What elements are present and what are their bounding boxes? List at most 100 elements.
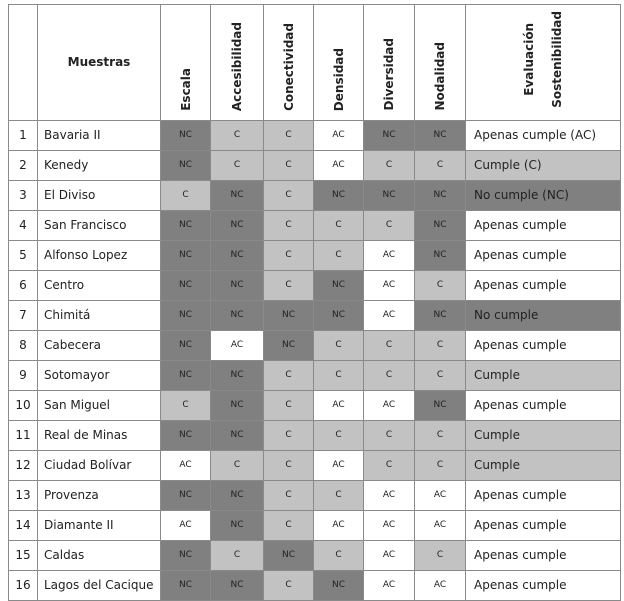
criterion-label: Diversidad	[382, 38, 396, 111]
score-cell: NC	[263, 539, 314, 571]
score-cell: AC	[363, 569, 415, 601]
row-number: 14	[8, 509, 38, 541]
score-cell: AC	[363, 239, 415, 271]
score-cell: AC	[363, 509, 415, 541]
table-row: 5 Alfonso Lopez NC NC C C AC NC Apenas cumple	[8, 239, 621, 271]
row-number: 4	[8, 209, 38, 241]
table-row: 8 Cabecera NC AC NC C C C Apenas cumple	[8, 329, 621, 361]
score-cell: C	[263, 389, 314, 421]
table-row: 16 Lagos del Cacique NC NC C NC AC AC Apenas cum…	[8, 569, 621, 601]
score-cell: AC	[363, 479, 415, 511]
score-cell: NC	[210, 209, 264, 241]
score-cell: AC	[414, 479, 466, 511]
score-cell: AC	[363, 389, 415, 421]
score-cell: C	[363, 359, 415, 391]
score-cell: C	[160, 389, 211, 421]
table-row: 15 Caldas NC C NC C AC C Apenas cumple	[8, 539, 621, 571]
criterion-header: Accesibilidad	[210, 4, 264, 121]
sample-name: Provenza	[37, 479, 161, 511]
score-cell: C	[414, 359, 466, 391]
evaluation-cell: No cumple	[465, 299, 621, 331]
table-row: 9 Sotomayor NC NC C C C C Cumple	[8, 359, 621, 391]
score-cell: NC	[210, 269, 264, 301]
score-cell: C	[263, 569, 314, 601]
score-cell: NC	[210, 239, 264, 271]
score-cell: NC	[263, 299, 314, 331]
evaluation-header: Evaluación Sostenibilidad	[465, 4, 621, 121]
table-row: 4 San Francisco NC NC C C C NC Apenas cumple	[8, 209, 621, 241]
score-cell: C	[414, 419, 466, 451]
score-cell: AC	[313, 509, 364, 541]
table-row: 7 Chimitá NC NC NC NC AC NC No cumple	[8, 299, 621, 331]
score-cell: AC	[414, 569, 466, 601]
evaluation-cell: Apenas cumple	[465, 539, 621, 571]
score-cell: NC	[414, 389, 466, 421]
sample-name: Caldas	[37, 539, 161, 571]
score-cell: C	[414, 149, 466, 181]
score-cell: NC	[414, 209, 466, 241]
score-cell: C	[313, 419, 364, 451]
score-cell: NC	[363, 119, 415, 151]
score-cell: NC	[160, 149, 211, 181]
criterion-header: Densidad	[313, 4, 364, 121]
score-cell: C	[363, 329, 415, 361]
row-number: 3	[8, 179, 38, 211]
score-cell: NC	[210, 419, 264, 451]
row-number: 6	[8, 269, 38, 301]
score-cell: C	[313, 359, 364, 391]
score-cell: C	[414, 449, 466, 481]
score-cell: C	[363, 209, 415, 241]
sample-name: Real de Minas	[37, 419, 161, 451]
header-row: Muestras Escala Accesibilidad Conectividad…	[8, 4, 621, 121]
row-number: 1	[8, 119, 38, 151]
evaluation-cell: Apenas cumple	[465, 239, 621, 271]
score-cell: C	[313, 539, 364, 571]
score-cell: AC	[210, 329, 264, 361]
row-number: 11	[8, 419, 38, 451]
evaluation-cell: Cumple	[465, 449, 621, 481]
evaluation-cell: Apenas cumple	[465, 569, 621, 601]
evaluation-cell: No cumple (NC)	[465, 179, 621, 211]
table-row: 12 Ciudad Bolívar AC C C AC C C Cumple	[8, 449, 621, 481]
table-row: 6 Centro NC NC C NC AC C Apenas cumple	[8, 269, 621, 301]
score-cell: C	[363, 449, 415, 481]
criterion-header: Escala	[160, 4, 211, 121]
score-cell: C	[263, 269, 314, 301]
score-cell: NC	[160, 569, 211, 601]
criterion-label: Accesibilidad	[230, 21, 244, 111]
table-row: 11 Real de Minas NC NC C C C C Cumple	[8, 419, 621, 451]
score-cell: NC	[363, 179, 415, 211]
score-cell: NC	[414, 239, 466, 271]
score-cell: NC	[210, 479, 264, 511]
criterion-header: Conectividad	[263, 4, 314, 121]
evaluation-cell: Apenas cumple	[465, 509, 621, 541]
criterion-header: Diversidad	[363, 4, 415, 121]
score-cell: NC	[160, 209, 211, 241]
score-cell: C	[263, 179, 314, 211]
row-number: 13	[8, 479, 38, 511]
score-cell: AC	[363, 269, 415, 301]
sample-header: Muestras	[37, 4, 161, 121]
score-cell: C	[210, 449, 264, 481]
score-cell: C	[210, 149, 264, 181]
row-number: 5	[8, 239, 38, 271]
score-cell: C	[363, 419, 415, 451]
score-cell: C	[263, 509, 314, 541]
score-cell: C	[313, 479, 364, 511]
evaluation-label: Sostenibilidad	[550, 11, 564, 108]
score-cell: C	[263, 449, 314, 481]
sample-name: Lagos del Cacique	[37, 569, 161, 601]
evaluation-cell: Apenas cumple	[465, 269, 621, 301]
evaluation-cell: Apenas cumple (AC)	[465, 119, 621, 151]
evaluation-cell: Cumple	[465, 419, 621, 451]
score-cell: C	[263, 479, 314, 511]
score-cell: AC	[414, 509, 466, 541]
score-cell: NC	[160, 539, 211, 571]
sample-name: San Miguel	[37, 389, 161, 421]
score-cell: NC	[160, 329, 211, 361]
table-row: 1 Bavaria II NC C C AC NC NC Apenas cumple (AC)	[8, 119, 621, 151]
score-cell: AC	[363, 299, 415, 331]
score-cell: C	[313, 239, 364, 271]
score-cell: C	[313, 329, 364, 361]
